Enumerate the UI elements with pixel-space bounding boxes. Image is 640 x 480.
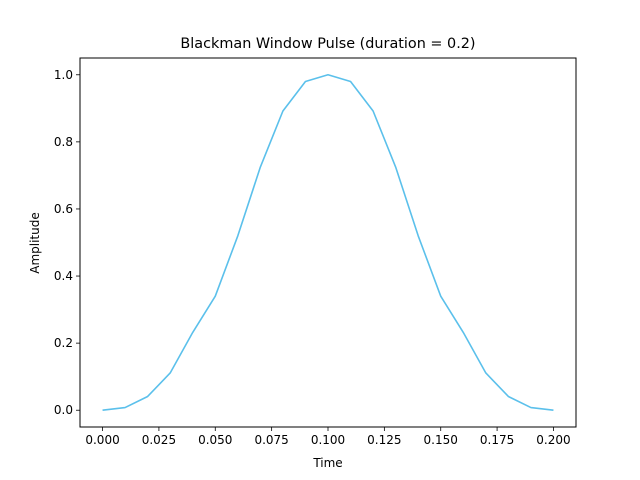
y-tick-label: 0.8 — [54, 135, 73, 149]
x-axis: 0.000 0.025 0.050 0.075 0.100 0.125 0.150 0.175… — [85, 427, 571, 447]
series-line-0 — [102, 73, 554, 412]
x-tick-label: 0.125 — [367, 433, 401, 447]
y-tick-label: 0.4 — [54, 269, 73, 283]
y-tick-label: 0.6 — [54, 202, 73, 216]
plot-background — [80, 58, 576, 427]
x-tick-label: 0.175 — [480, 433, 514, 447]
x-tick-label: 0.100 — [311, 433, 345, 447]
y-tick-label: 0.0 — [54, 403, 73, 417]
y-tick-label: 0.2 — [54, 336, 73, 350]
x-tick-label: 0.200 — [536, 433, 570, 447]
series-layer — [102, 73, 554, 412]
chart-title: Blackman Window Pulse (duration = 0.2) — [180, 36, 475, 52]
y-axis: 0.0 0.2 0.4 0.6 0.8 1.0 — [54, 68, 80, 417]
x-tick-label: 0.025 — [142, 433, 176, 447]
y-tick-label: 1.0 — [54, 68, 73, 82]
x-tick-label: 0.050 — [198, 433, 232, 447]
x-tick-label: 0.075 — [254, 433, 288, 447]
x-tick-label: 0.000 — [85, 433, 119, 447]
y-axis-label: Amplitude — [28, 212, 42, 274]
x-axis-label: Time — [312, 456, 342, 470]
x-tick-label: 0.150 — [424, 433, 458, 447]
